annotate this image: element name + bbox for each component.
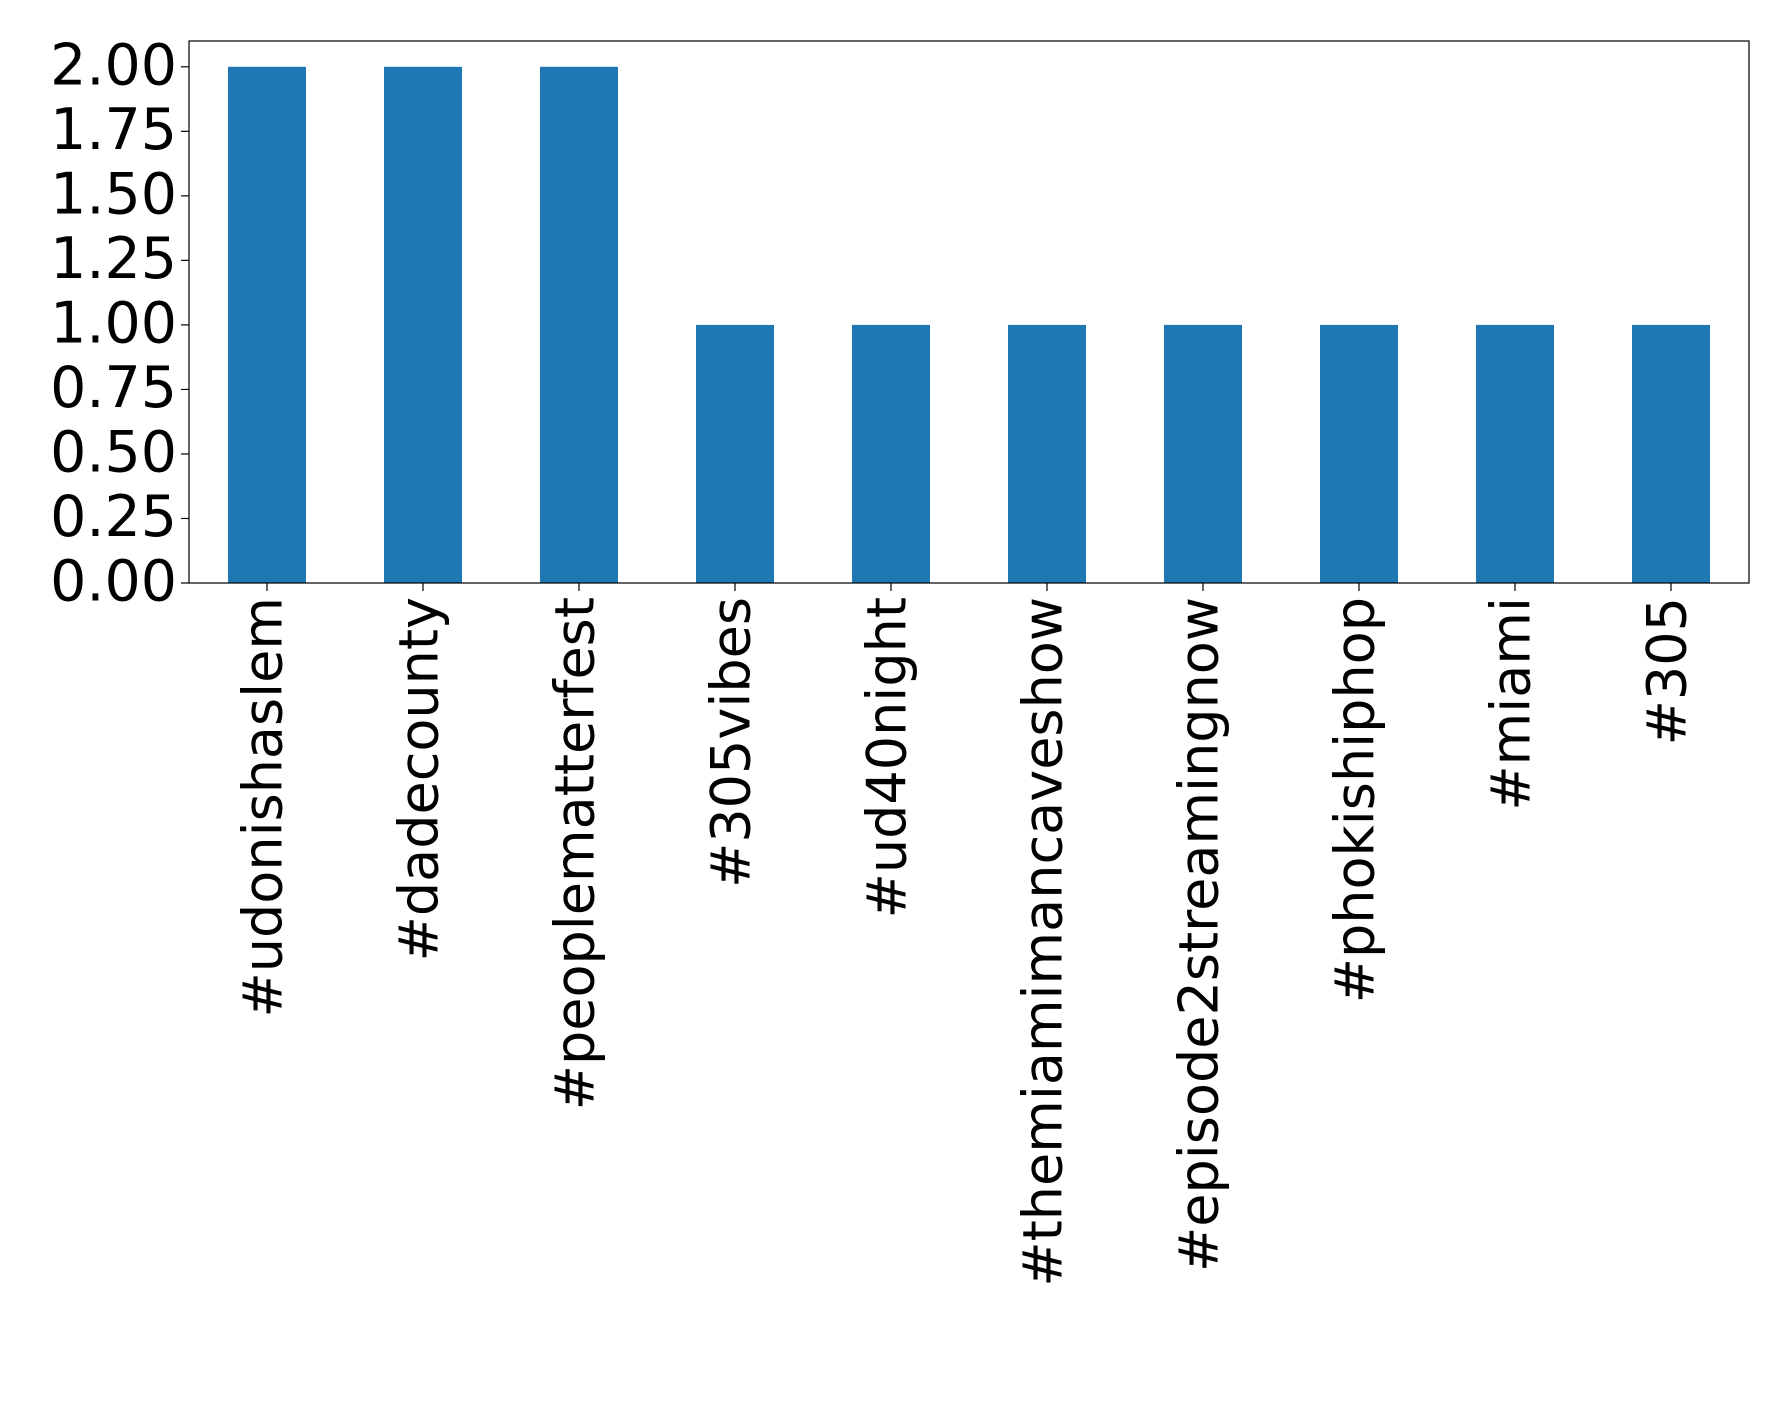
bar (1008, 324, 1086, 583)
y-tick-label: 1.00 (50, 291, 177, 357)
y-tick-label: 0.50 (50, 420, 177, 486)
bar (384, 66, 462, 584)
bar (852, 324, 930, 583)
x-tick-label: #episode2streamingnow (1168, 597, 1231, 1272)
y-tick-label: 0.25 (50, 484, 177, 550)
bar (696, 324, 774, 583)
y-tick-label: 1.50 (50, 161, 177, 227)
bar (1632, 324, 1710, 583)
bar (1476, 324, 1554, 583)
x-tick-label: #peoplematterfest (544, 597, 607, 1110)
x-tick-label: #ud40night (856, 597, 919, 918)
bar (1164, 324, 1242, 583)
y-tick-label: 2.00 (50, 32, 177, 98)
x-tick-label: #themiamimancaveshow (1012, 597, 1075, 1287)
x-tick-label: #dadecounty (388, 597, 451, 961)
x-tick-label: #305vibes (700, 597, 763, 888)
plot-frame (188, 40, 1750, 584)
y-tick-label: 0.00 (50, 549, 177, 615)
x-tick-label: #phokishiphop (1324, 597, 1387, 1003)
x-tick-label: #305 (1636, 597, 1699, 745)
y-tick-label: 1.25 (50, 226, 177, 292)
y-tick-label: 1.75 (50, 97, 177, 163)
bar (228, 66, 306, 584)
bar (1320, 324, 1398, 583)
x-tick-label: #udonishaslem (232, 597, 295, 1017)
bar (540, 66, 618, 584)
x-tick-label: #miami (1480, 597, 1543, 811)
y-tick-label: 0.75 (50, 355, 177, 421)
